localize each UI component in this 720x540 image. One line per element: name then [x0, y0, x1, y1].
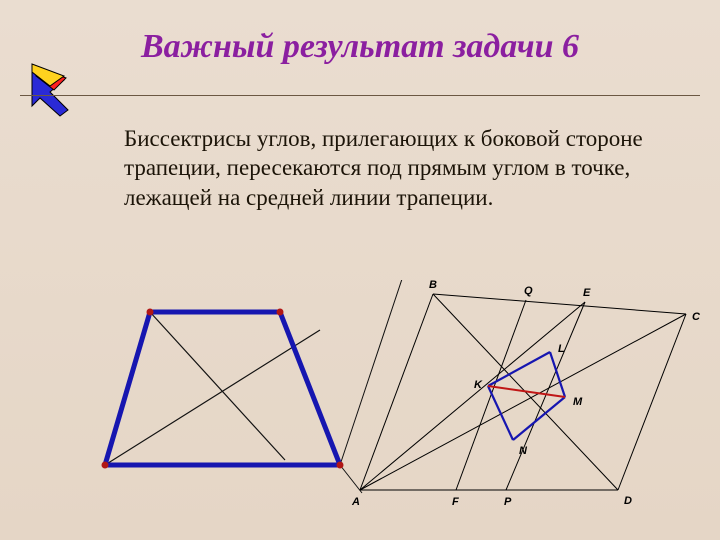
figures: A B C D F P Q E N M K L — [80, 280, 700, 530]
svg-text:P: P — [504, 496, 512, 508]
svg-text:N: N — [519, 445, 528, 457]
svg-text:B: B — [429, 280, 437, 291]
svg-text:E: E — [583, 287, 591, 299]
svg-text:A: A — [351, 496, 360, 508]
figure-left — [102, 280, 406, 493]
svg-text:C: C — [692, 311, 700, 323]
arrow-icon — [26, 62, 86, 122]
theorem-text: Биссектрисы углов, прилегающих к боковой… — [124, 124, 684, 212]
figure-right: A B C D F P Q E N M K L — [351, 280, 700, 508]
svg-text:F: F — [452, 496, 459, 508]
svg-text:Q: Q — [524, 285, 533, 297]
svg-text:M: M — [573, 396, 583, 408]
svg-text:L: L — [558, 343, 565, 355]
svg-text:K: K — [474, 379, 483, 391]
divider — [20, 95, 700, 96]
page-title: Важный результат задачи 6 — [0, 28, 720, 66]
svg-text:D: D — [624, 495, 632, 507]
